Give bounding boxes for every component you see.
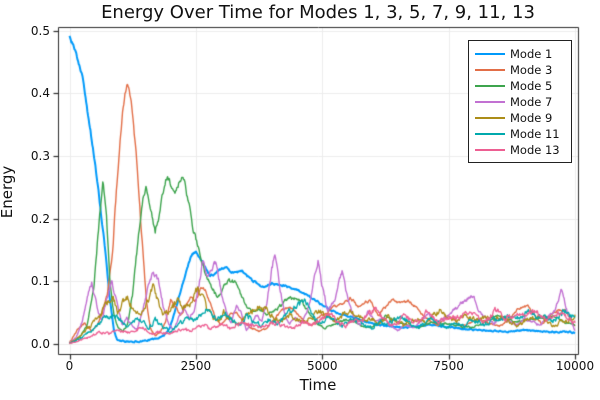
legend-item-mode-5: Mode 5: [475, 78, 565, 94]
legend-item-mode-11: Mode 11: [475, 126, 565, 142]
y-tick-label-0.1: 0.1: [30, 274, 50, 289]
legend-line-sample: [475, 149, 505, 151]
legend-item-mode-9: Mode 9: [475, 110, 565, 126]
legend-line-sample: [475, 69, 505, 71]
legend-line-sample: [475, 117, 505, 119]
legend-label: Mode 1: [510, 47, 553, 61]
x-tick-label-0: 0: [65, 359, 74, 373]
x-tick-label-10000: 10000: [555, 359, 595, 373]
legend-label: Mode 5: [510, 79, 553, 93]
legend-label: Mode 13: [510, 143, 560, 157]
legend-item-mode-1: Mode 1: [475, 46, 565, 62]
legend-label: Mode 7: [510, 95, 553, 109]
legend: Mode 1 Mode 3 Mode 5 Mode 7 Mode 9 Mode 11 Mod…: [468, 40, 572, 163]
legend-item-mode-13: Mode 13: [475, 142, 565, 158]
legend-label: Mode 9: [510, 111, 553, 125]
y-tick-label-0.5: 0.5: [30, 23, 50, 38]
legend-line-sample: [475, 101, 505, 103]
x-tick-label-2500: 2500: [180, 359, 212, 373]
y-axis-label: Energy: [0, 165, 16, 219]
legend-label: Mode 3: [510, 63, 553, 77]
legend-line-sample: [475, 133, 505, 135]
legend-label: Mode 11: [510, 127, 560, 141]
y-tick-label-0.2: 0.2: [30, 211, 50, 226]
x-axis-label: Time: [299, 376, 337, 394]
x-tick-label-7500: 7500: [433, 359, 464, 373]
y-tick-label-0.4: 0.4: [30, 86, 50, 101]
chart-title: Energy Over Time for Modes 1, 3, 5, 7, 9…: [101, 2, 535, 23]
legend-line-sample: [475, 85, 505, 87]
legend-item-mode-3: Mode 3: [475, 62, 565, 78]
y-tick-label-0.0: 0.0: [30, 337, 50, 351]
legend-item-mode-7: Mode 7: [475, 94, 565, 110]
legend-line-sample: [475, 53, 505, 55]
x-tick-label-5000: 5000: [306, 359, 338, 373]
y-tick-label-0.3: 0.3: [30, 149, 50, 164]
